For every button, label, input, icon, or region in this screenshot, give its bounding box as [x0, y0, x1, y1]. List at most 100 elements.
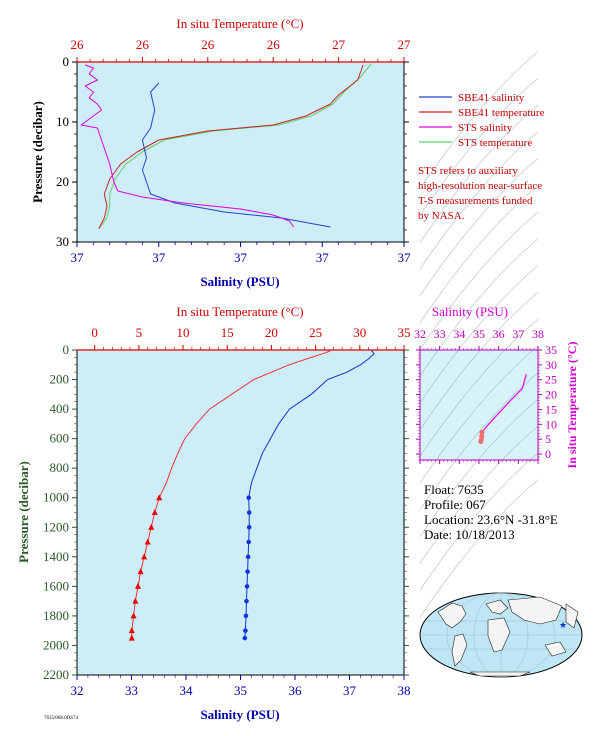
salinity-marker [246, 495, 251, 501]
upper-y-tick-label: 20 [56, 174, 69, 189]
ts-right-tick-label: 5 [545, 432, 551, 446]
salinity-marker [246, 510, 252, 515]
salinity-marker [244, 598, 249, 604]
ts-top-axis-label: Salinity (PSU) [432, 304, 508, 319]
lower-y-axis-label: Pressure (decibar) [16, 461, 31, 563]
upper-series-sts-temperature [98, 63, 372, 230]
lower-top-axis-label: In situ Temperature (°C) [176, 304, 303, 319]
upper-top-axis-label: In situ Temperature (°C) [176, 16, 303, 31]
salinity-marker [243, 613, 249, 619]
ts-isopycnal [419, 318, 539, 457]
lower-y-tick-label: 2000 [43, 637, 69, 652]
ts-top-tick-label: 38 [532, 327, 544, 341]
lower-panel: 0 5 10 15 20 25 30 35 32 33 34 35 36 37 38 0 200 400 600… [16, 304, 411, 722]
ts-isopycnal [419, 425, 539, 564]
ts-right-tick-label: 20 [545, 388, 557, 402]
temperature-marker [134, 582, 141, 589]
upper-top-tick-label: 27 [398, 37, 412, 52]
temperature-marker [130, 612, 137, 619]
ts-right-tick-label: 25 [545, 373, 557, 387]
float-location-marker: ★ [559, 620, 567, 630]
lower-bottom-tick-label: 32 [71, 683, 84, 698]
upper-top-tick-label: 26 [267, 37, 281, 52]
map-land [437, 596, 579, 677]
annotation-line-1: STS refers to auxiliary [418, 165, 518, 177]
legend-sts-temperature: STS temperature [458, 137, 532, 149]
ts-isopycnal [419, 185, 539, 323]
lower-salinity-line [244, 349, 375, 639]
ts-isopycnal [419, 345, 539, 484]
annotation-line-3: T-S measurements funded [418, 195, 533, 207]
upper-y-tick-label: 30 [56, 234, 69, 249]
annotation-line-4: by NASA. [418, 210, 465, 222]
location: Location: 23.6°N -31.8°E [424, 512, 558, 527]
lower-top-tick-label: 35 [398, 325, 411, 340]
lower-bottom-tick-label: 35 [234, 683, 247, 698]
lower-plot-area [76, 349, 405, 676]
temperature-marker [156, 494, 163, 501]
lower-bottom-tick-label: 36 [289, 683, 303, 698]
upper-panel: 26 26 26 26 27 27 37 37 37 37 37 0 10 20 30 In situ … [30, 16, 545, 289]
ts-deep-point [479, 429, 485, 435]
ts-top-tick-label: 36 [493, 327, 505, 341]
upper-plot-area [76, 61, 405, 243]
ts-top-tick-label: 33 [434, 327, 446, 341]
salinity-marker [246, 539, 251, 545]
upper-top-tick-label: 26 [136, 37, 150, 52]
ts-right-axis-label: In situ Temperature (°C) [565, 342, 579, 469]
ts-top-tick-label: 37 [512, 327, 524, 341]
lower-top-tick-label: 0 [91, 325, 98, 340]
upper-y-axis-label: Pressure (decibar) [30, 101, 45, 203]
ts-top-tick-label: 34 [453, 327, 465, 341]
lower-y-tick-label: 1200 [43, 519, 69, 534]
ts-isopycnal [419, 452, 539, 591]
ts-right-tick-label: 0 [545, 447, 551, 461]
upper-y-tick-label: 0 [63, 54, 70, 69]
lower-y-tick-label: 1000 [43, 490, 69, 505]
lower-y-tick-label: 800 [50, 460, 70, 475]
float-info: Float: 7635 Profile: 067 Location: 23.6°… [424, 482, 558, 542]
ts-isopycnal [419, 292, 539, 430]
lower-top-tick-label: 20 [265, 325, 278, 340]
ts-right-tick-label: 10 [545, 417, 557, 431]
upper-top-tick-label: 26 [201, 37, 215, 52]
temperature-marker [151, 509, 158, 515]
lower-y-tick-label: 1400 [43, 549, 69, 564]
float-id: Float: 7635 [424, 482, 484, 497]
upper-series-sbe41-salinity [141, 82, 331, 228]
sts-annotation: STS refers to auxiliary high-resolution … [418, 165, 542, 222]
ts-top-tick-label: 35 [473, 327, 485, 341]
ts-right-tick-label: 15 [545, 402, 557, 416]
ts-isopycnal [419, 479, 539, 618]
ts-isopycnal [419, 51, 539, 190]
footer-code: 7635/068.0DS74 [44, 716, 79, 721]
ts-isopycnal [419, 131, 539, 270]
ts-isopycnal [419, 372, 539, 511]
salinity-marker [245, 569, 250, 574]
temperature-marker [148, 523, 155, 530]
profile-number: Profile: 067 [424, 497, 486, 512]
ts-isopycnal [419, 104, 539, 243]
upper-y-tick-label: 10 [56, 114, 69, 129]
temperature-marker [128, 634, 135, 641]
lower-y-tick-label: 0 [63, 342, 70, 357]
ts-deep-point [478, 439, 484, 445]
upper-legend: SBE41 salinity SBE41 temperature STS sal… [419, 92, 545, 149]
ts-top-tick-label: 32 [414, 327, 426, 341]
temperature-marker [132, 597, 139, 604]
ts-isopycnal [419, 158, 539, 297]
upper-bottom-tick-label: 37 [316, 250, 330, 265]
lower-y-tick-label: 400 [50, 401, 70, 416]
lower-bottom-tick-label: 38 [398, 683, 411, 698]
lower-y-tick-label: 1800 [43, 608, 69, 623]
temperature-marker [141, 553, 148, 560]
upper-top-tick-label: 26 [71, 37, 85, 52]
salinity-marker [246, 524, 252, 530]
temperature-marker [144, 538, 151, 545]
upper-series-sbe41-temperature [98, 64, 364, 230]
lower-top-tick-label: 30 [353, 325, 366, 340]
temperature-marker [128, 627, 135, 634]
lower-top-tick-label: 10 [177, 325, 190, 340]
ts-right-tick-label: 30 [545, 358, 557, 372]
